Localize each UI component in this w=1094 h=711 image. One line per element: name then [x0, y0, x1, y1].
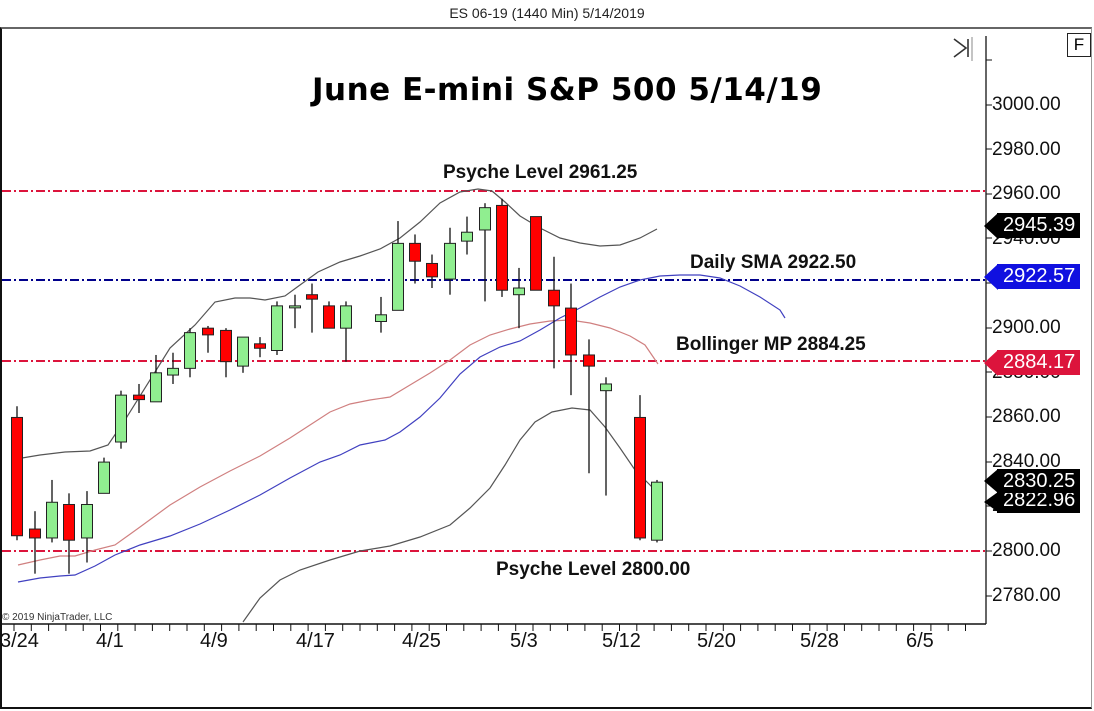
y-tick: 2840.00	[992, 451, 1061, 472]
candle-up	[289, 305, 301, 309]
x-tick: 4/25	[402, 630, 441, 652]
candle-up	[237, 336, 249, 367]
copyright-text: © 2019 NinjaTrader, LLC	[2, 612, 113, 623]
badge-pointer	[984, 469, 998, 493]
candle-down	[306, 294, 318, 300]
candle-down	[323, 305, 335, 329]
psyche-level-high-label: Psyche Level 2961.25	[443, 162, 638, 183]
candle-down	[409, 242, 421, 262]
candle-up	[167, 367, 179, 376]
x-tick: 4/1	[96, 630, 124, 652]
f-button[interactable]: F	[1067, 33, 1091, 57]
x-tick: 3/24	[0, 630, 39, 652]
candle-up	[115, 394, 127, 443]
candle-up	[479, 207, 491, 231]
candle-down	[254, 343, 266, 349]
candle-down	[29, 528, 41, 539]
candle-up	[271, 305, 283, 351]
x-tick: 5/20	[697, 630, 736, 652]
candle-down	[133, 394, 145, 401]
candle-down	[530, 216, 542, 291]
candle-up	[184, 332, 196, 369]
moving-average-mid	[17, 319, 659, 566]
price-badge-close: 2830.25	[997, 469, 1081, 493]
candle-down	[220, 329, 232, 363]
y-tick: 2800.00	[992, 540, 1061, 561]
x-tick: 4/17	[296, 630, 335, 652]
window-header: ES 06-19 (1440 Min) 5/14/2019	[449, 5, 645, 21]
candle-up	[392, 242, 404, 311]
bollinger-mp-label: Bollinger MP 2884.25	[676, 334, 866, 355]
candle-down	[202, 327, 214, 336]
y-tick: 2860.00	[992, 406, 1061, 427]
candle-up	[651, 481, 663, 541]
y-tick: 3000.00	[992, 94, 1061, 115]
candle-up	[340, 305, 352, 329]
candle-down	[634, 416, 646, 539]
candle-down	[496, 204, 508, 291]
daily-sma-curve	[17, 274, 786, 583]
candle-down	[583, 354, 595, 367]
candle-up	[150, 372, 162, 403]
y-tick: 2960.00	[992, 183, 1061, 204]
candle-down	[426, 262, 438, 278]
candle-up	[46, 501, 58, 539]
candle-up	[600, 383, 612, 392]
x-tick: 5/3	[510, 630, 538, 652]
badge-pointer	[984, 213, 998, 239]
psyche-level-low-label: Psyche Level 2800.00	[496, 559, 691, 580]
x-tick: 6/5	[906, 630, 934, 652]
badge-pointer	[984, 492, 998, 512]
candle-up	[81, 503, 93, 539]
price-badge-sma: 2922.57	[997, 264, 1081, 289]
candle-down	[548, 289, 560, 307]
daily-sma-label: Daily SMA 2922.50	[690, 252, 857, 273]
candle-down	[11, 416, 23, 537]
candle-down	[565, 307, 577, 356]
x-tick: 5/28	[800, 630, 839, 652]
price-badge-lower-band: 2822.96	[997, 491, 1081, 513]
chart-frame	[0, 27, 1092, 709]
badge-pointer	[984, 264, 998, 290]
candle-up	[375, 314, 387, 322]
chart-title: June E-mini S&P 500 5/14/19	[312, 72, 823, 108]
candle-up	[98, 461, 110, 494]
skip-to-end-icon[interactable]	[950, 36, 980, 62]
y-tick: 2900.00	[992, 317, 1061, 338]
lower-bollinger-band	[242, 407, 661, 623]
candle-up	[461, 231, 473, 242]
x-tick: 5/12	[602, 630, 641, 652]
y-tick: 2780.00	[992, 585, 1061, 606]
y-tick: 2980.00	[992, 139, 1061, 160]
candle-down	[63, 503, 75, 541]
candle-up	[444, 242, 456, 280]
price-badge-mid: 2884.17	[997, 350, 1081, 375]
badge-pointer	[984, 350, 998, 376]
candle-up	[513, 287, 525, 296]
price-badge-upper-band: 2945.39	[997, 213, 1081, 238]
x-tick: 4/9	[200, 630, 228, 652]
